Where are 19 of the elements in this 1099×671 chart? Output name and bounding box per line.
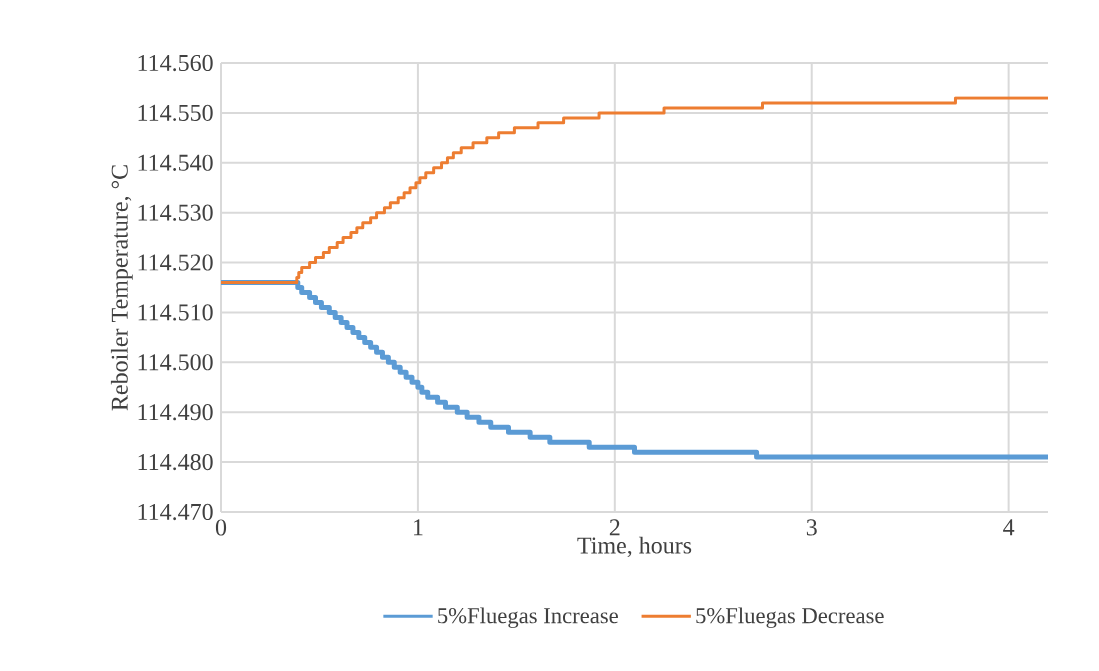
x-tick-label: 4	[1003, 519, 1015, 536]
y-tick-label: 114.520	[138, 254, 213, 271]
x-tick-label: 0	[215, 519, 227, 536]
legend-label: 5%Fluegas Increase	[438, 607, 618, 629]
y-tick-label: 114.560	[138, 54, 213, 72]
x-tick-label: 3	[806, 519, 817, 536]
y-axis-title: Reboiler Temperature, °C	[110, 165, 133, 411]
y-tick-label: 114.470	[138, 503, 213, 521]
y-tick-label: 114.510	[138, 304, 213, 321]
y-tick-label: 114.480	[138, 453, 213, 471]
y-tick-label: 114.490	[138, 404, 213, 421]
x-tick-label: 1	[414, 519, 423, 536]
y-tick-label: 114.550	[138, 104, 213, 122]
x-axis-title: Time, hours	[577, 536, 692, 558]
y-tick-label: 114.530	[138, 204, 213, 221]
y-tick-label: 114.500	[138, 354, 213, 371]
x-tick-label: 2	[609, 519, 620, 536]
legend-label: 5%Fluegas Decrease	[696, 607, 884, 629]
y-tick-label: 114.540	[138, 154, 213, 171]
